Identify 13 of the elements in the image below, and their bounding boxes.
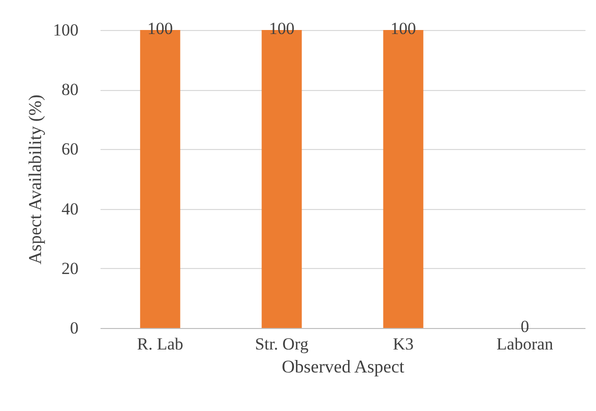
x-tick-label: K3 bbox=[392, 334, 414, 354]
x-tick-label: Str. Org bbox=[254, 334, 309, 354]
y-tick-label: 100 bbox=[53, 20, 78, 40]
x-tick-label: Laboran bbox=[496, 334, 554, 354]
y-tick-label: 20 bbox=[62, 258, 78, 278]
y-tick-label: 60 bbox=[62, 140, 78, 159]
y-tick-label: 0 bbox=[70, 318, 78, 338]
x-tick-label: R. Lab bbox=[137, 334, 184, 354]
y-tick-label: 80 bbox=[62, 80, 78, 100]
x-axis-title: Observed Aspect bbox=[282, 356, 404, 376]
y-axis-title: Aspect Availability (%) bbox=[25, 94, 45, 264]
y-tick-label: 40 bbox=[62, 199, 78, 218]
data-label: 0 bbox=[520, 317, 530, 336]
